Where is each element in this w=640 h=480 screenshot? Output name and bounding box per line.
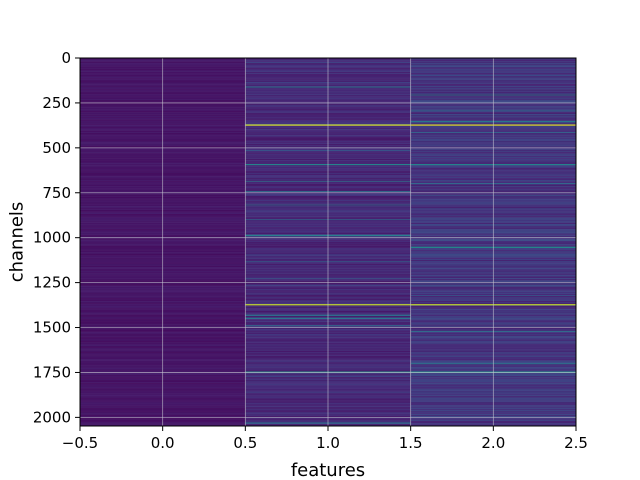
y-tick-label: 0 — [61, 49, 71, 67]
y-tick-label: 2000 — [33, 408, 71, 426]
x-axis-label: features — [291, 460, 365, 480]
y-tick-label: 250 — [42, 94, 71, 112]
y-tick-label: 1750 — [33, 363, 71, 381]
x-tick-label: −0.5 — [62, 434, 98, 452]
y-tick-label: 750 — [42, 184, 71, 202]
x-axis-ticks: −0.5 0.0 0.5 1.0 1.5 2.0 2.5 — [62, 426, 588, 452]
x-tick-label: 1.5 — [399, 434, 423, 452]
x-tick-label: 2.5 — [564, 434, 588, 452]
x-tick-label: 0.5 — [233, 434, 257, 452]
y-tick-label: 1500 — [33, 319, 71, 337]
y-tick-label: 1250 — [33, 274, 71, 292]
x-tick-label: 1.0 — [316, 434, 340, 452]
y-axis-ticks: 0 250 500 750 1000 1250 1500 1750 2000 — [33, 49, 80, 426]
x-tick-label: 2.0 — [481, 434, 505, 452]
y-tick-label: 1000 — [33, 229, 71, 247]
x-tick-label: 0.0 — [151, 434, 175, 452]
y-axis-label: channels — [6, 202, 27, 283]
y-tick-label: 500 — [42, 139, 71, 157]
